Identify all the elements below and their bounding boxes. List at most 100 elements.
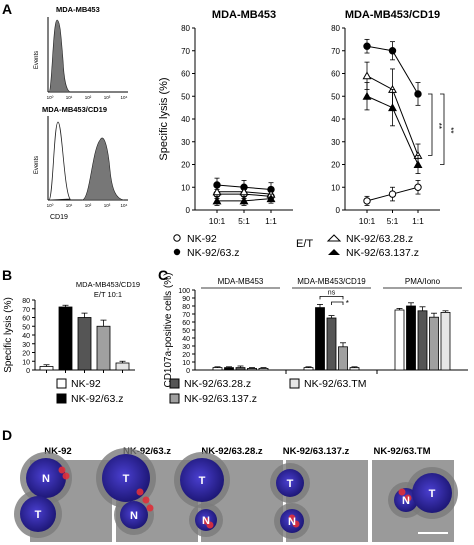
significance-label: * [346, 299, 349, 308]
bar [39, 366, 54, 371]
granule-stain [398, 488, 406, 496]
y-tick-label: 40 [331, 115, 340, 124]
bar [96, 325, 111, 371]
group-label: PMA/Iono [405, 277, 441, 286]
significance-bracket [428, 93, 433, 156]
flow-histogram-bottom: Events 10⁰ 10¹ 10² 10³ 10⁴ CD19 [34, 116, 128, 221]
y-tick-label: 80 [181, 24, 190, 33]
y-tick-label: 0 [186, 206, 191, 215]
image-label: NK-92/63.TM [373, 446, 430, 457]
y-axis-label: Specific lysis (%) [158, 77, 170, 160]
data-point [414, 90, 422, 98]
flow-tick: 10⁰ [47, 203, 54, 208]
bar [394, 309, 405, 371]
group-label: MDA-MB453 [218, 277, 264, 286]
legend-bc-item: NK-92 [71, 378, 101, 390]
y-tick-label: 40 [22, 333, 30, 340]
data-point [239, 196, 249, 205]
y-tick-label: 50 [331, 92, 340, 101]
cell-label: N [288, 516, 296, 528]
legend-bc-item: NK-92/63.137.z [184, 393, 257, 405]
bar [349, 367, 360, 371]
image-label: NK-92/63.28.z [201, 446, 263, 457]
y-tick-label: 60 [331, 70, 340, 79]
bar [315, 307, 325, 371]
data-point [363, 42, 371, 50]
y-tick-label: 70 [182, 312, 190, 319]
data-point [414, 183, 422, 191]
y-tick-label: 30 [331, 138, 340, 147]
line-chart-mda-mb453: MDA-MB453 0 10 20 30 40 50 60 70 80 10:1 5:1 1:1 Spec… [158, 9, 293, 226]
granule-stain [58, 466, 66, 474]
x-tick-label: 5:1 [387, 216, 399, 226]
legend-bc-item: NK-92/63.28.z [184, 378, 251, 390]
bar [77, 317, 92, 371]
y-tick-label: 20 [182, 352, 190, 359]
granule-stain [62, 472, 70, 480]
bar [58, 306, 73, 371]
panel-label-b: B [2, 267, 12, 283]
panel-label-a: A [2, 1, 12, 17]
image-label: NK-92/63.z [123, 446, 171, 457]
flow-tick: 10² [85, 203, 92, 208]
cell-label: N [42, 473, 50, 485]
y-tick-label: 10 [182, 360, 190, 367]
data-point [212, 196, 222, 205]
significance-bracket [440, 93, 445, 165]
granule-stain [146, 504, 154, 512]
cell-nucleus [412, 473, 452, 513]
y-tick-label: 10 [181, 183, 190, 192]
cell-label: N [402, 495, 410, 507]
y-tick-label: 40 [181, 115, 190, 124]
flow-events-label-bottom: Events [34, 156, 40, 174]
bar [303, 367, 314, 371]
bar [115, 362, 130, 371]
flow-tick: 10⁴ [121, 95, 128, 100]
cell-label: T [429, 488, 436, 500]
flow-histogram-top: Events 10⁰ 10¹ 10² 10³ 10⁴ [34, 17, 128, 100]
flow-tick: 10⁴ [121, 203, 128, 208]
y-axis-label: Specific lysis (%) [3, 297, 14, 373]
bar [406, 305, 416, 371]
cell-nucleus [120, 501, 148, 529]
flow-tick: 10⁰ [47, 95, 54, 100]
bar [258, 367, 269, 371]
flow-tick: 10¹ [66, 95, 73, 100]
y-tick-label: 0 [336, 206, 341, 215]
y-tick-label: 60 [22, 316, 30, 323]
cell-nucleus [276, 469, 304, 497]
significance-label: ** [434, 123, 443, 129]
bar [429, 316, 439, 371]
flow-tick: 10² [85, 95, 92, 100]
significance-bracket [331, 301, 344, 305]
cell-label: T [123, 473, 130, 485]
legend-a-item: NK-92/63.z [187, 247, 240, 259]
chart-b-title: MDA-MB453/CD19 [76, 280, 140, 289]
y-tick-label: 20 [181, 161, 190, 170]
bar [338, 346, 348, 371]
bar [326, 317, 337, 371]
x-tick-label: 1:1 [412, 216, 424, 226]
bar [417, 310, 428, 371]
flow-title-bottom: MDA-MB453/CD19 [42, 105, 107, 114]
y-tick-label: 80 [182, 304, 190, 311]
flow-events-label-top: Events [34, 51, 40, 69]
y-tick-label: 30 [22, 342, 30, 349]
y-tick-label: 100 [178, 288, 190, 295]
cell-nucleus [26, 458, 66, 498]
granule-stain [404, 494, 412, 502]
data-point [362, 91, 372, 100]
y-tick-label: 30 [181, 138, 190, 147]
data-point [239, 187, 249, 196]
x-tick-label: 5:1 [238, 216, 250, 226]
flow-tick: 10³ [104, 203, 111, 208]
legend-bc-item: NK-92/63.z [71, 393, 124, 405]
significance-label: ** [446, 127, 455, 133]
y-tick-label: 40 [182, 336, 190, 343]
y-tick-label: 20 [22, 351, 30, 358]
data-point [212, 187, 222, 196]
microscopy-panel: NK-92 N T NK-92/63.z T N NK-92/63.28.z T N NK-92/… [14, 446, 458, 542]
cell-label: T [199, 475, 206, 487]
